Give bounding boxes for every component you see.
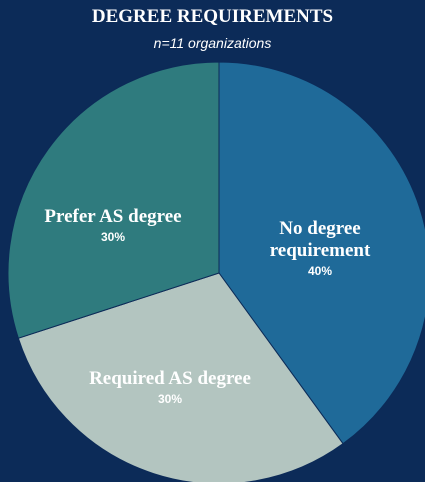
slice-label: Prefer AS degree 30% <box>18 206 208 244</box>
value-label: 30% <box>100 230 126 244</box>
category-label: Required AS degree <box>89 368 251 389</box>
value-label: 40% <box>307 264 333 278</box>
pie-slice <box>7 61 220 339</box>
pie-slice <box>17 272 344 482</box>
slice-label: No degree requirement 40% <box>255 218 385 278</box>
slice-label: Required AS degree 30% <box>60 368 280 406</box>
category-label: Prefer AS degree <box>44 206 182 227</box>
category-label: No degree requirement <box>269 218 371 261</box>
chart-subtitle: n=11 organizations <box>153 35 272 51</box>
value-label: 30% <box>157 392 183 406</box>
chart-title: DEGREE REQUIREMENTS <box>91 6 334 27</box>
pie-slice <box>218 61 425 445</box>
